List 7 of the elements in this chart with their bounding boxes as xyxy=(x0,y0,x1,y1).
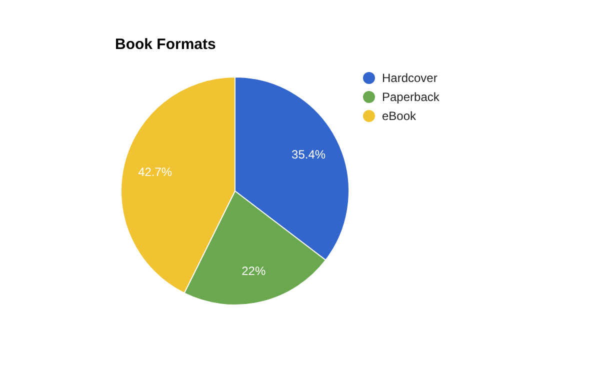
data-label: 22% xyxy=(242,264,266,278)
chart-title: Book Formats xyxy=(115,36,216,53)
legend-label: eBook xyxy=(382,108,416,122)
legend-label: Hardcover xyxy=(382,70,438,84)
legend-label: Paperback xyxy=(382,90,440,104)
data-label: 42.7% xyxy=(138,165,172,180)
data-label: 35.4% xyxy=(292,148,326,162)
